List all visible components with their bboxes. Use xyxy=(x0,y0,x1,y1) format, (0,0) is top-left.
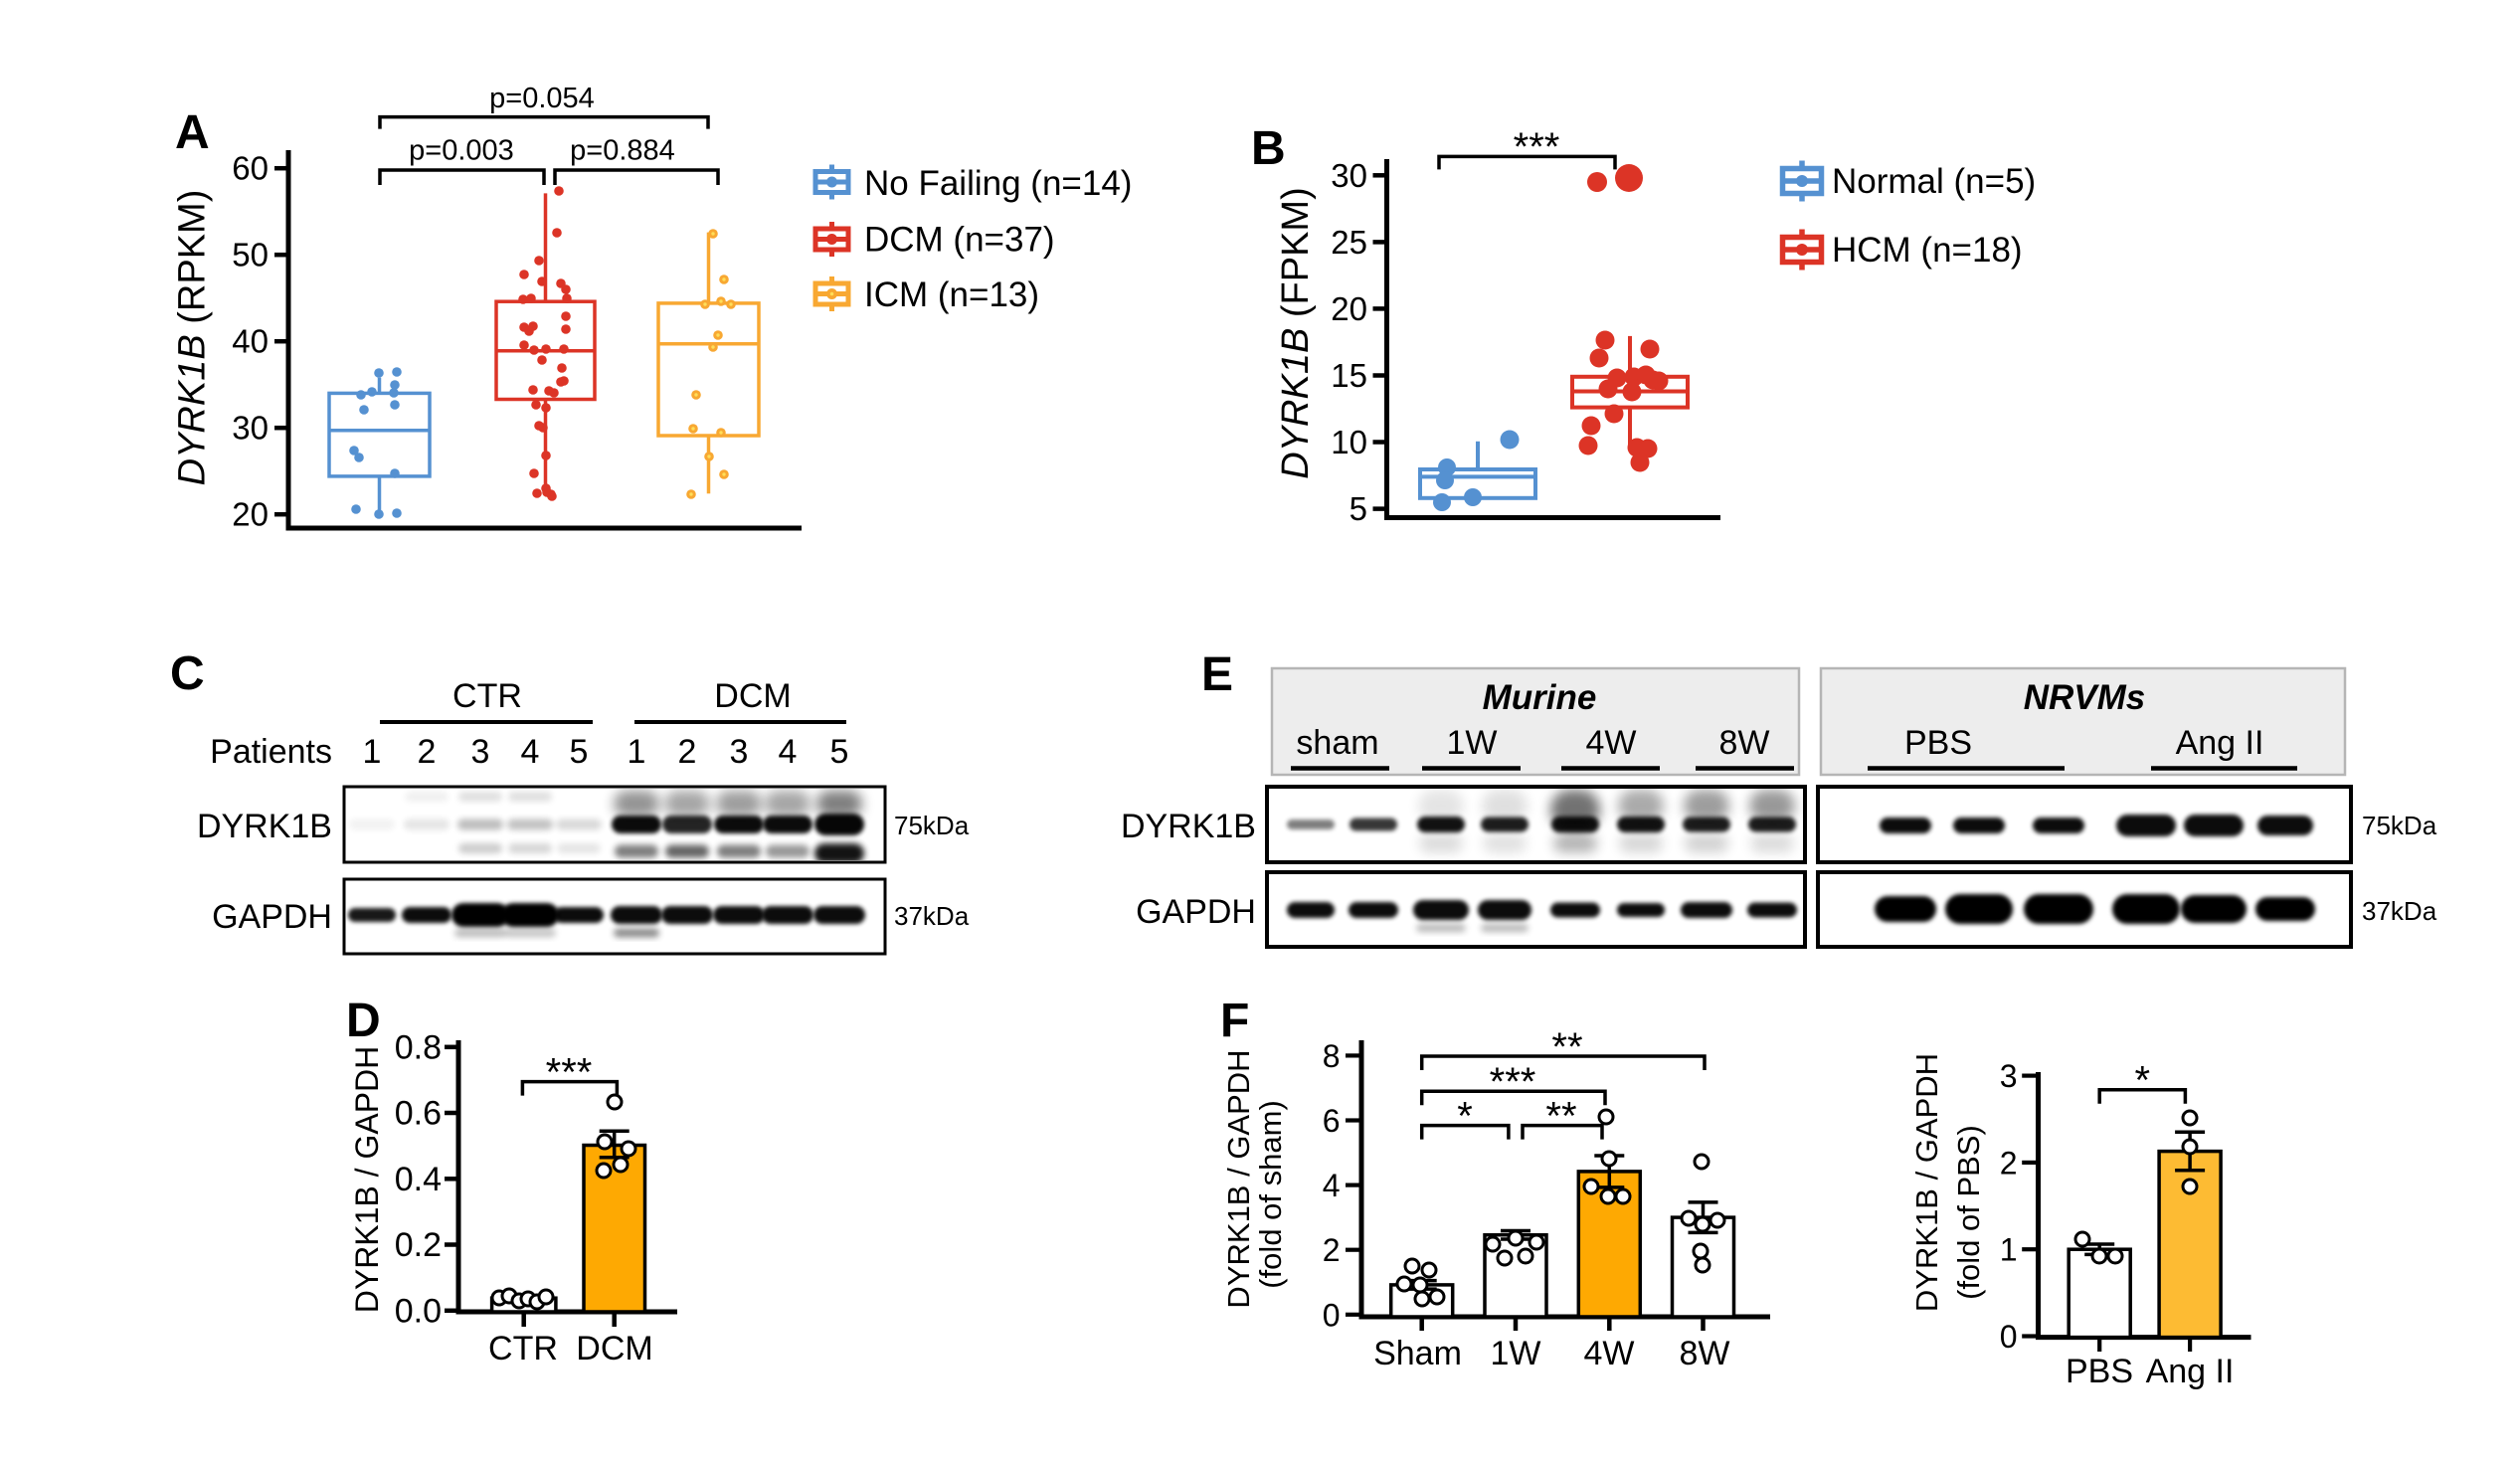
svg-text:50: 50 xyxy=(232,237,269,273)
svg-text:DYRK1B (RPKM): DYRK1B (RPKM) xyxy=(172,190,214,486)
svg-text:CTR: CTR xyxy=(488,1330,558,1367)
svg-text:0: 0 xyxy=(2000,1319,2018,1355)
svg-text:25: 25 xyxy=(1331,224,1367,261)
svg-text:4: 4 xyxy=(779,733,798,771)
svg-text:NRVMs: NRVMs xyxy=(2024,678,2146,717)
svg-text:A: A xyxy=(175,106,210,159)
svg-text:2: 2 xyxy=(1323,1232,1341,1268)
svg-text:2: 2 xyxy=(418,733,437,771)
svg-text:GAPDH: GAPDH xyxy=(1136,893,1256,931)
svg-text:2: 2 xyxy=(678,733,697,771)
svg-text:GAPDH: GAPDH xyxy=(212,898,332,936)
svg-text:Ang II: Ang II xyxy=(2176,724,2264,762)
svg-text:1W: 1W xyxy=(1447,724,1498,762)
svg-text:75kDa: 75kDa xyxy=(2362,811,2437,840)
svg-text:**: ** xyxy=(1551,1025,1582,1069)
svg-text:0: 0 xyxy=(1323,1297,1341,1333)
svg-text:60: 60 xyxy=(232,150,269,187)
svg-text:3: 3 xyxy=(730,733,749,771)
svg-text:F: F xyxy=(1220,995,1249,1047)
svg-text:10: 10 xyxy=(1331,424,1367,460)
svg-text:E: E xyxy=(1201,648,1233,701)
svg-text:1: 1 xyxy=(2000,1232,2018,1268)
svg-text:30: 30 xyxy=(232,410,269,447)
svg-text:No Failing (n=14): No Failing (n=14) xyxy=(864,164,1132,203)
svg-text:8W: 8W xyxy=(1680,1335,1730,1372)
svg-text:DYRK1B / GAPDH: DYRK1B / GAPDH xyxy=(1909,1053,1944,1312)
svg-text:Murine: Murine xyxy=(1483,678,1597,717)
svg-text:DYRK1B (FPKM): DYRK1B (FPKM) xyxy=(1275,187,1317,479)
svg-text:*: * xyxy=(1457,1095,1473,1139)
svg-text:CTR: CTR xyxy=(452,677,522,715)
svg-text:Normal (n=5): Normal (n=5) xyxy=(1832,162,2036,201)
svg-text:4: 4 xyxy=(1323,1168,1341,1203)
svg-text:DYRK1B: DYRK1B xyxy=(197,808,332,845)
svg-text:***: *** xyxy=(1490,1060,1536,1104)
svg-text:HCM (n=18): HCM (n=18) xyxy=(1832,231,2023,270)
svg-text:37kDa: 37kDa xyxy=(894,901,970,931)
svg-text:1: 1 xyxy=(363,733,382,771)
svg-text:8: 8 xyxy=(1323,1038,1341,1074)
svg-text:p=0.884: p=0.884 xyxy=(570,135,675,167)
svg-text:40: 40 xyxy=(232,323,269,360)
svg-text:75kDa: 75kDa xyxy=(894,811,970,840)
svg-text:sham: sham xyxy=(1296,724,1378,762)
svg-text:PBS: PBS xyxy=(1904,724,1972,762)
svg-text:2: 2 xyxy=(2000,1145,2018,1181)
svg-text:DCM (n=37): DCM (n=37) xyxy=(864,221,1055,260)
svg-text:0.2: 0.2 xyxy=(395,1226,442,1264)
svg-text:5: 5 xyxy=(1350,490,1367,527)
svg-text:20: 20 xyxy=(232,496,269,533)
svg-text:8W: 8W xyxy=(1719,724,1770,762)
svg-text:Ang II: Ang II xyxy=(2146,1353,2235,1390)
svg-text:0.6: 0.6 xyxy=(395,1095,442,1133)
svg-text:20: 20 xyxy=(1331,290,1367,327)
svg-text:B: B xyxy=(1251,122,1286,175)
svg-text:ICM (n=13): ICM (n=13) xyxy=(864,275,1039,314)
svg-text:***: *** xyxy=(546,1051,593,1095)
svg-text:1W: 1W xyxy=(1491,1335,1541,1372)
svg-text:DYRK1B: DYRK1B xyxy=(1121,808,1256,845)
svg-text:15: 15 xyxy=(1331,357,1367,394)
svg-text:p=0.003: p=0.003 xyxy=(409,135,514,167)
svg-text:C: C xyxy=(170,647,205,700)
svg-text:***: *** xyxy=(1514,125,1560,169)
svg-text:*: * xyxy=(2135,1059,2151,1103)
svg-text:(fold of sham): (fold of sham) xyxy=(1253,1100,1288,1289)
svg-text:p=0.054: p=0.054 xyxy=(489,83,595,114)
svg-text:PBS: PBS xyxy=(2066,1353,2133,1390)
svg-text:DYRK1B / GAPDH: DYRK1B / GAPDH xyxy=(1221,1049,1256,1308)
svg-text:4W: 4W xyxy=(1586,724,1637,762)
svg-text:DYRK1B / GAPDH: DYRK1B / GAPDH xyxy=(349,1046,385,1314)
svg-text:3: 3 xyxy=(2000,1058,2018,1094)
svg-text:0.4: 0.4 xyxy=(395,1161,442,1198)
svg-text:D: D xyxy=(346,995,381,1047)
svg-text:1: 1 xyxy=(628,733,646,771)
svg-text:4: 4 xyxy=(521,733,540,771)
svg-text:37kDa: 37kDa xyxy=(2362,896,2437,926)
svg-text:Patients: Patients xyxy=(210,733,332,771)
svg-text:DCM: DCM xyxy=(576,1330,652,1367)
svg-text:0.0: 0.0 xyxy=(395,1292,442,1330)
svg-text:DCM: DCM xyxy=(714,677,791,715)
svg-text:**: ** xyxy=(1545,1095,1576,1139)
svg-text:(fold of PBS): (fold of PBS) xyxy=(1951,1125,1986,1300)
svg-text:3: 3 xyxy=(471,733,490,771)
svg-text:0.8: 0.8 xyxy=(395,1028,442,1066)
svg-text:Sham: Sham xyxy=(1373,1335,1462,1372)
svg-text:5: 5 xyxy=(830,733,849,771)
svg-text:6: 6 xyxy=(1323,1103,1341,1139)
svg-text:30: 30 xyxy=(1331,157,1367,194)
svg-text:5: 5 xyxy=(570,733,589,771)
svg-text:4W: 4W xyxy=(1584,1335,1635,1372)
